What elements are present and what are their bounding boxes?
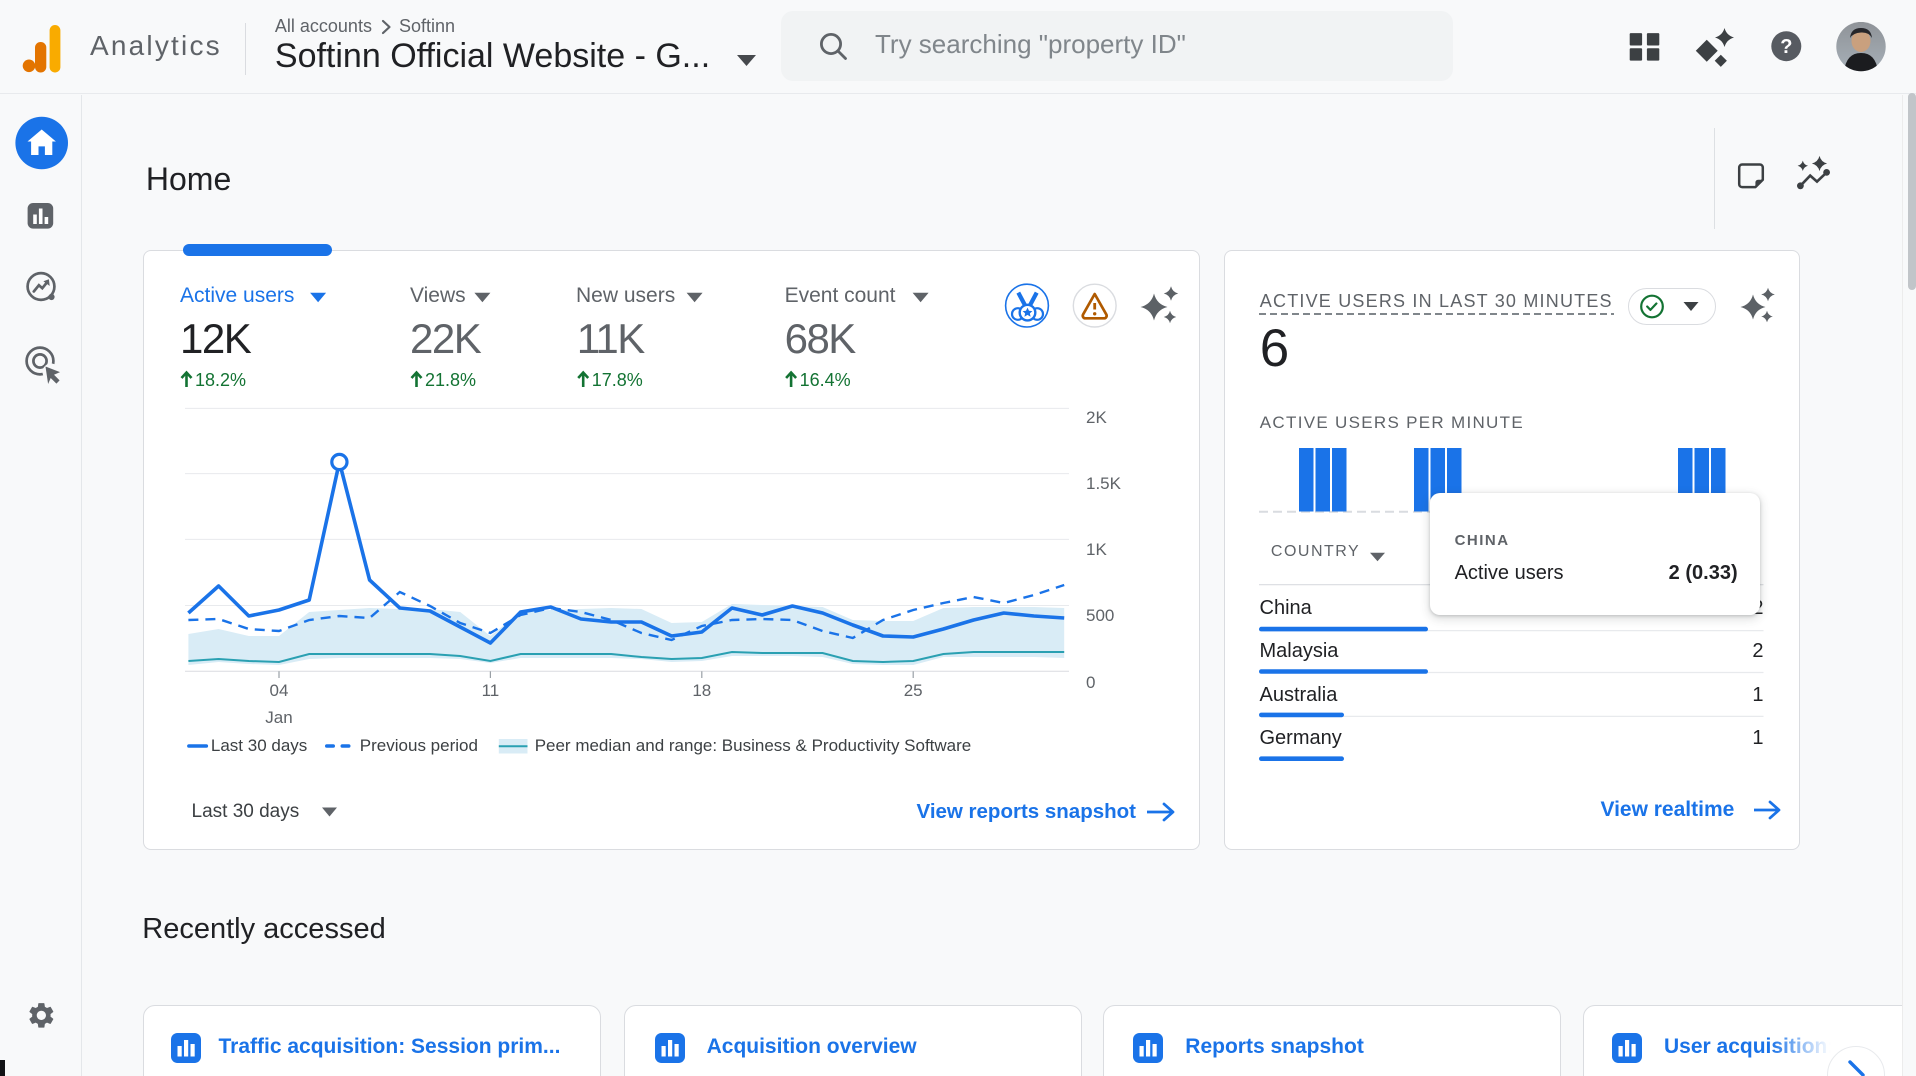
svg-text:?: ? (1780, 36, 1792, 58)
